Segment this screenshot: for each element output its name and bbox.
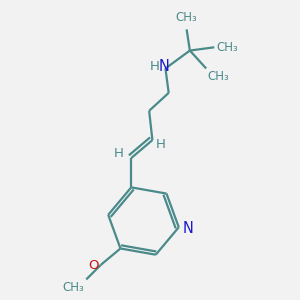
Text: N: N: [183, 221, 194, 236]
Text: H: H: [114, 147, 124, 160]
Text: N: N: [158, 59, 169, 74]
Text: O: O: [88, 259, 98, 272]
Text: CH₃: CH₃: [208, 70, 230, 83]
Text: CH₃: CH₃: [216, 41, 238, 54]
Text: CH₃: CH₃: [176, 11, 197, 23]
Text: CH₃: CH₃: [63, 281, 85, 294]
Text: H: H: [156, 137, 166, 151]
Text: H: H: [150, 60, 160, 73]
